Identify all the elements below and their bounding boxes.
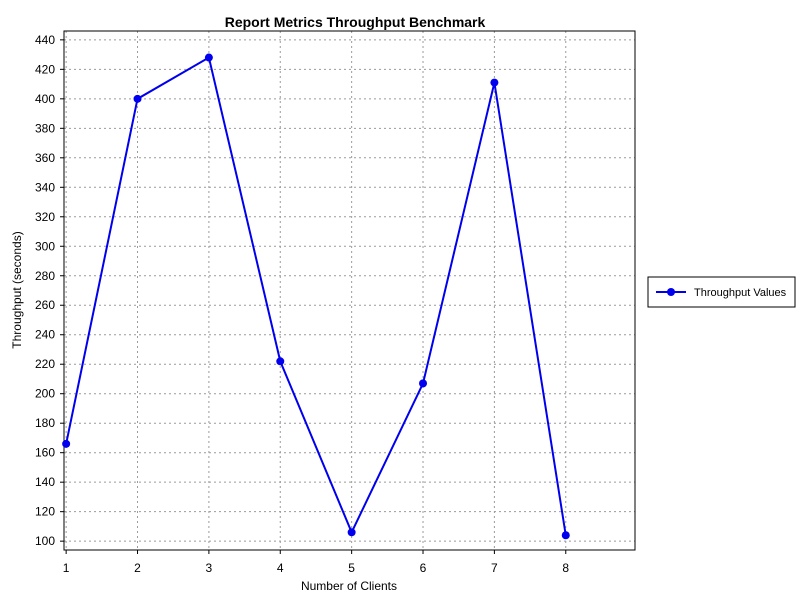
y-axis-label: Throughput (seconds) <box>10 231 24 348</box>
series-throughput-values <box>62 53 570 540</box>
legend-label: Throughput Values <box>694 287 787 299</box>
plot-frame <box>63 30 636 551</box>
y-tick-label: 200 <box>35 387 55 401</box>
x-tick-label: 4 <box>277 561 284 575</box>
y-tick-label: 120 <box>35 505 55 519</box>
data-point <box>204 53 213 62</box>
y-tick-label: 100 <box>35 534 55 548</box>
x-tick-label: 8 <box>562 561 569 575</box>
y-tick-label: 300 <box>35 239 55 253</box>
chart-title: Report Metrics Throughput Benchmark <box>225 14 486 30</box>
grid-lines <box>64 31 635 550</box>
legend-marker <box>667 288 675 296</box>
x-tick-label: 5 <box>348 561 355 575</box>
data-point <box>276 357 285 366</box>
y-tick-label: 160 <box>35 446 55 460</box>
y-tick-label: 320 <box>35 210 55 224</box>
y-tick-label: 240 <box>35 328 55 342</box>
x-axis-label: Number of Clients <box>301 579 397 593</box>
y-tick-label: 260 <box>35 298 55 312</box>
y-tick-label: 280 <box>35 269 55 283</box>
data-point <box>133 94 142 103</box>
y-tick-label: 420 <box>35 62 55 76</box>
y-tick-label: 220 <box>35 357 55 371</box>
y-tick-label: 180 <box>35 416 55 430</box>
x-tick-label: 2 <box>134 561 141 575</box>
x-tick-label: 7 <box>491 561 498 575</box>
axis-ticks: 100 120 140 160 180 200 220 240 260 280 300 320 340 3… <box>35 33 569 575</box>
x-tick-label: 1 <box>63 561 70 575</box>
y-tick-label: 440 <box>35 33 55 47</box>
data-point <box>561 531 570 540</box>
y-tick-label: 380 <box>35 121 55 135</box>
data-point <box>490 78 499 87</box>
y-tick-label: 140 <box>35 475 55 489</box>
x-tick-label: 3 <box>206 561 213 575</box>
y-tick-label: 340 <box>35 180 55 194</box>
data-point <box>62 439 71 448</box>
x-tick-label: 6 <box>420 561 427 575</box>
y-tick-label: 360 <box>35 151 55 165</box>
data-point <box>419 379 428 388</box>
data-point <box>347 528 356 537</box>
y-tick-label: 400 <box>35 92 55 106</box>
legend: Throughput Values <box>647 276 796 308</box>
series-line <box>65 55 567 536</box>
